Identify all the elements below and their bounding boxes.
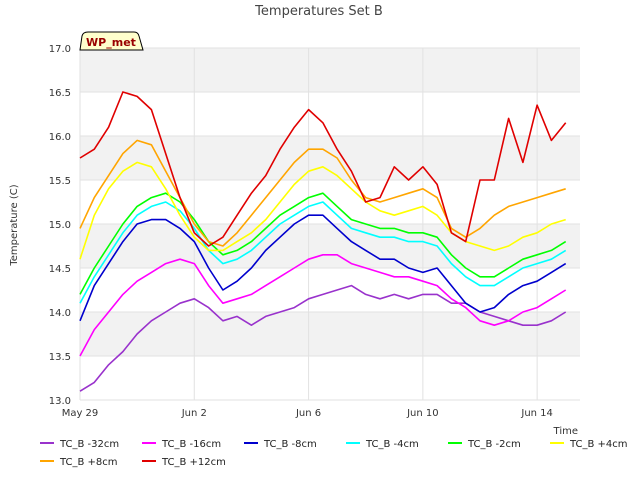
legend-item: TC_B -2cm xyxy=(448,439,521,450)
y-tick-label: 14.5 xyxy=(49,264,71,275)
legend-item: TC_B -8cm xyxy=(244,439,317,450)
x-tick-label: Jun 14 xyxy=(520,408,553,419)
plot-band xyxy=(80,312,580,356)
series-line xyxy=(79,91,567,247)
y-tick-label: 16.0 xyxy=(49,132,71,143)
legend-label: TC_B -8cm xyxy=(263,439,317,450)
legend-item: TC_B +4cm xyxy=(550,439,628,450)
series-line xyxy=(79,201,567,304)
series-line xyxy=(79,284,567,392)
legend-label: TC_B +12cm xyxy=(161,457,226,468)
y-axis-label: Temperature (C) xyxy=(9,184,20,266)
plot-band xyxy=(80,180,580,224)
y-tick-label: 14.0 xyxy=(49,308,71,319)
x-axis-label: Time xyxy=(553,426,578,437)
legend-label: TC_B +4cm xyxy=(569,439,628,450)
y-tick-label: 15.5 xyxy=(49,176,71,187)
legend-item: TC_B +8cm xyxy=(40,457,118,468)
legend-item: TC_B -32cm xyxy=(40,439,119,450)
x-tick-label: Jun 10 xyxy=(406,408,439,419)
y-tick-label: 16.5 xyxy=(49,88,71,99)
legend-label: TC_B -4cm xyxy=(365,439,419,450)
plot-band xyxy=(80,48,580,92)
series-line xyxy=(79,161,566,260)
series-line xyxy=(79,254,567,357)
x-tick-label: May 29 xyxy=(62,408,99,419)
site-badge: WP_met xyxy=(79,31,144,51)
plot-band xyxy=(80,356,580,400)
legend-label: TC_B -16cm xyxy=(161,439,221,450)
legend: TC_B -32cm TC_B -16cm TC_B -8cm TC_B -4cm TC… xyxy=(40,439,628,468)
y-tick-label: 13.0 xyxy=(49,396,71,407)
legend-label: TC_B -32cm xyxy=(59,439,119,450)
series-line xyxy=(79,192,567,295)
y-tick-label: 17.0 xyxy=(49,44,71,55)
series-line xyxy=(79,139,566,247)
plot-band xyxy=(80,92,580,136)
y-tick-label: 15.0 xyxy=(49,220,71,231)
x-tick-label: Jun 2 xyxy=(181,408,207,419)
plot-band xyxy=(80,224,580,268)
chart-title: Temperatures Set B xyxy=(254,4,383,19)
legend-item: TC_B +12cm xyxy=(142,457,226,468)
x-tick-label: Jun 6 xyxy=(295,408,321,419)
y-tick-label: 13.5 xyxy=(49,352,71,363)
site-badge-label: WP_met xyxy=(86,36,136,49)
legend-item: TC_B -4cm xyxy=(346,439,419,450)
legend-label: TC_B +8cm xyxy=(59,457,118,468)
x-axis: May 29 Jun 2 Jun 6 Jun 10 Jun 14 xyxy=(62,408,553,419)
series-layer xyxy=(79,91,567,392)
legend-label: TC_B -2cm xyxy=(467,439,521,450)
y-axis: 13.0 13.5 14.0 14.5 15.0 15.5 16.0 16.5 17.0 xyxy=(49,44,71,407)
legend-item: TC_B -16cm xyxy=(142,439,221,450)
plot-band xyxy=(80,268,580,312)
series-line xyxy=(79,214,567,322)
